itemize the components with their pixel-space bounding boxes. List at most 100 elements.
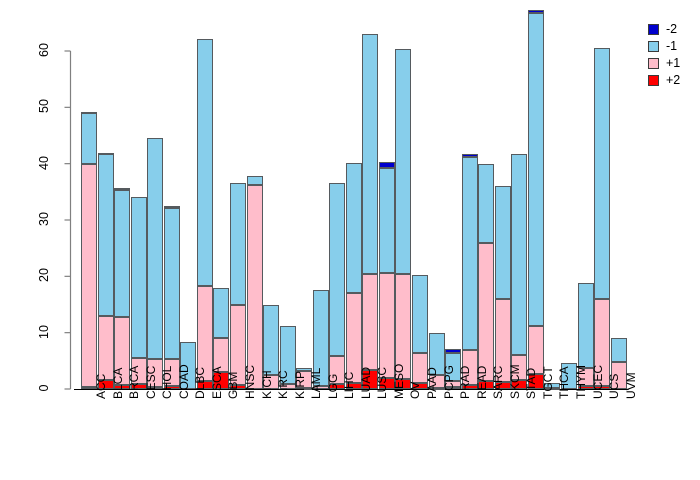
x-tick-label: LGG bbox=[325, 373, 340, 399]
bar-segment-plus2 bbox=[329, 383, 346, 389]
legend-label: +1 bbox=[666, 56, 681, 70]
bar-segment-plus2 bbox=[511, 379, 528, 389]
y-tick-label: 20 bbox=[37, 268, 51, 283]
bar-segment-plus1 bbox=[229, 305, 246, 386]
legend-swatch bbox=[648, 75, 659, 86]
y-tick-label: 40 bbox=[37, 155, 51, 170]
x-tick-label: GBM bbox=[226, 371, 241, 399]
x-tick-label: PCPG bbox=[441, 364, 456, 399]
x-tick-label: KIRP bbox=[292, 370, 307, 399]
x-tick-label: LUSC bbox=[375, 366, 390, 399]
bar-segment-minus1 bbox=[610, 338, 627, 362]
legend-label: -2 bbox=[666, 22, 678, 36]
x-tick-label: ACC bbox=[94, 373, 108, 399]
x-tick-label: TGCT bbox=[540, 366, 555, 399]
x-tick-label: READ bbox=[474, 365, 489, 399]
bar-segment-plus2 bbox=[130, 383, 147, 389]
bar-segment-plus1 bbox=[362, 274, 379, 371]
x-tick-label: BLCA bbox=[110, 367, 125, 399]
bar-segment-plus2 bbox=[229, 385, 246, 389]
bar-segment-plus1 bbox=[378, 272, 395, 378]
bar-segment-minus1 bbox=[263, 304, 280, 375]
bar-segment-minus1 bbox=[97, 154, 114, 317]
bar-segment-minus1 bbox=[246, 176, 263, 186]
bar-segment-plus1 bbox=[246, 185, 263, 389]
bar-segment-plus1 bbox=[445, 380, 462, 388]
bar-segment-minus1 bbox=[362, 34, 379, 275]
bar-segment-plus2 bbox=[196, 381, 213, 389]
bar-segment-minus1 bbox=[329, 183, 346, 356]
bar-segment-plus2 bbox=[594, 386, 611, 389]
bar-segment-plus2 bbox=[362, 370, 379, 389]
bar-segment-plus1 bbox=[527, 325, 544, 375]
bar-segment-plus1 bbox=[345, 293, 362, 384]
bar-segment-minus1 bbox=[594, 47, 611, 299]
bar-segment-plus2 bbox=[163, 386, 180, 389]
bar-segment-plus1 bbox=[279, 384, 296, 389]
bar-segment-plus1 bbox=[610, 361, 627, 389]
x-tick-label: MESO bbox=[391, 363, 406, 399]
bar-segment-plus1 bbox=[130, 358, 147, 384]
bar-segment-minus1 bbox=[163, 207, 180, 360]
bar-segment-plus2 bbox=[395, 378, 412, 389]
bar-segment-plus2 bbox=[461, 385, 478, 389]
x-tick-label: PAAD bbox=[425, 367, 439, 399]
bar-segment-plus1 bbox=[114, 317, 131, 386]
bar-segment-plus2 bbox=[494, 382, 511, 389]
y-tick-label: 60 bbox=[37, 43, 51, 57]
bar-segment-plus2 bbox=[378, 377, 395, 389]
bar-segment-plus2 bbox=[445, 387, 462, 390]
x-tick-label: ESCA bbox=[209, 366, 224, 399]
bar-segment-minus1 bbox=[577, 282, 594, 369]
bar-segment-minus1 bbox=[461, 157, 478, 351]
bar-segment-plus1 bbox=[296, 370, 313, 388]
bar-segment-minus2 bbox=[445, 349, 462, 353]
bar-segment-minus2 bbox=[81, 111, 97, 114]
bar-segment-minus1 bbox=[345, 162, 362, 294]
bar-segment-minus1 bbox=[378, 167, 395, 273]
bar-segment-minus2 bbox=[461, 154, 478, 158]
bar-segment-minus2 bbox=[114, 188, 131, 191]
bar-segment-minus1 bbox=[445, 352, 462, 381]
bar-segment-minus1 bbox=[395, 49, 412, 274]
bar-segment-plus1 bbox=[478, 242, 495, 381]
bar-segment-minus1 bbox=[196, 38, 213, 286]
bar-segment-minus1 bbox=[114, 190, 131, 318]
bar-segment-minus1 bbox=[494, 186, 511, 299]
legend-label: +2 bbox=[666, 73, 681, 87]
bar-segment-plus2 bbox=[147, 386, 164, 389]
bar-segment-minus1 bbox=[560, 362, 577, 389]
bar-segment-minus1 bbox=[147, 138, 164, 359]
bar-segment-plus2 bbox=[478, 380, 495, 389]
bar-segment-plus2 bbox=[428, 387, 445, 390]
x-tick-label: BRCA bbox=[127, 365, 142, 399]
x-tick-label: THYM bbox=[573, 365, 588, 399]
bar-segment-minus1 bbox=[412, 275, 428, 353]
bar-segment-minus1 bbox=[180, 342, 197, 389]
x-tick-label: STAD bbox=[524, 367, 539, 399]
x-tick-label: OV bbox=[408, 381, 423, 399]
bar-segment-plus1 bbox=[461, 350, 478, 386]
x-tick-label: SARC bbox=[491, 365, 506, 399]
bar-segment-plus2 bbox=[97, 379, 114, 389]
y-tick-label: 10 bbox=[37, 324, 51, 339]
bar-segment-minus2 bbox=[97, 152, 114, 155]
y-tick-label: 0 bbox=[37, 384, 51, 392]
x-tick-label: KICH bbox=[259, 370, 274, 399]
x-tick-label: UCEC bbox=[590, 364, 605, 399]
bar-segment-minus1 bbox=[511, 154, 528, 356]
bar-segment-plus2 bbox=[577, 385, 594, 389]
bar-segment-plus1 bbox=[329, 355, 346, 384]
bar-segment-plus1 bbox=[312, 386, 329, 389]
bar-segment-plus2 bbox=[213, 372, 230, 389]
bar-segment-plus2 bbox=[544, 388, 561, 391]
y-tick-label: 50 bbox=[37, 99, 51, 114]
bar-segment-minus1 bbox=[130, 197, 147, 358]
bar-segment-minus1 bbox=[527, 12, 544, 326]
bar-segment-plus1 bbox=[213, 338, 230, 373]
bar-segment-minus1 bbox=[312, 290, 329, 387]
bar-segment-plus1 bbox=[81, 164, 97, 388]
bar-segment-plus2 bbox=[81, 387, 97, 390]
bar-segment-plus1 bbox=[594, 298, 611, 387]
legend-label: -1 bbox=[666, 39, 678, 53]
